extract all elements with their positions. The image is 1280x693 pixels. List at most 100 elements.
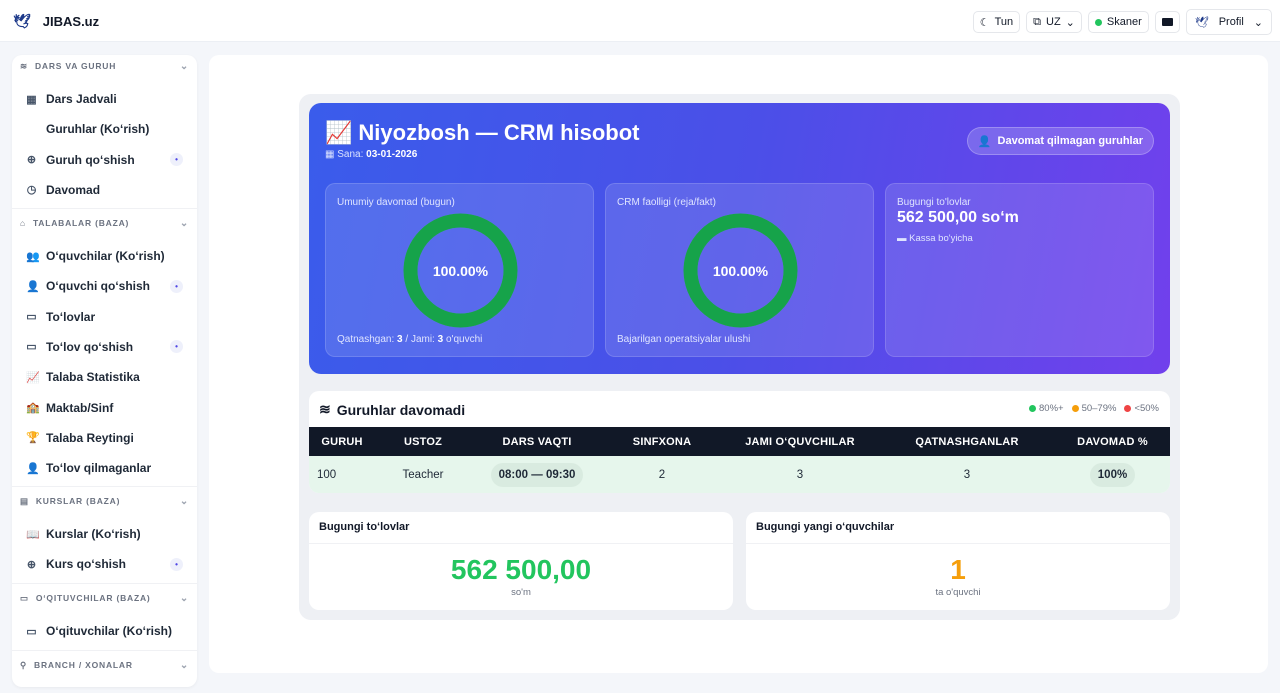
sidebar-item[interactable]: 👤 To‘lov qilmaganlar [26,461,152,476]
calendar-icon: ▦ [325,149,335,160]
chevron-down-icon: ⌄ [179,495,189,507]
scanner-button[interactable]: Skaner [1087,11,1149,33]
section-icon: ⌂ [20,218,26,228]
unattended-groups-button[interactable]: 👤 Davomat qilmagan guruhlar [966,127,1154,155]
sidebar-item[interactable]: 👤 O‘quvchi qo‘shish • [12,273,197,299]
table-cell: 100% [1055,456,1170,493]
table-cell: 100 [309,456,375,493]
sidebar-section-header[interactable]: ▤ KURSLAR (BAZA) ⌄ [20,495,189,507]
chart-line-icon: 📈 [26,371,40,384]
sidebar-item[interactable]: Guruhlar (Ko‘rish) [46,122,150,137]
theme-toggle-button[interactable]: ☾ Tun [972,11,1021,33]
column-header: DAVOMAD % [1055,427,1170,456]
chevron-down-icon: ⌄ [179,592,189,604]
sidebar-section-header[interactable]: ▭ O‘QITUVCHILAR (BAZA) ⌄ [20,592,189,604]
section-title: ≋ Guruhlar davomadi [319,401,466,418]
sidebar: ≋ DARS VA GURUH ⌄ ▦ Dars Jadvali Guruhlar (Ko… [12,55,197,687]
profile-menu[interactable]: 🕊 Profil ⌄ [1185,9,1272,35]
sidebar-item[interactable]: ⊕ Guruh qo‘shish • [12,147,197,173]
bird-avatar-icon: 🕊 [1194,16,1209,29]
bird-logo-icon: 🕊 [13,13,31,29]
cash-button[interactable] [1154,11,1180,33]
add-badge-icon[interactable]: • [170,279,183,293]
column-header: DARS VAQTI [471,427,603,456]
new-students-card: Bugungi yangi o‘quvchilar 1 ta o'quvchi [746,512,1170,610]
table-cell: 3 [879,456,1055,493]
user-x-icon: 👤 [977,135,992,148]
table-cell: 08:00 — 09:30 [471,456,603,493]
page-title: 📈 Niyozbosh — CRM hisobot [325,120,640,145]
column-header: USTOZ [375,427,471,456]
table-row[interactable]: 100 Teacher 08:00 — 09:30 2 3 3 100% [309,456,1170,493]
trophy-icon: 🏆 [26,432,40,445]
status-dot-icon [1094,18,1102,26]
calendar-icon: ▦ [26,93,37,106]
sidebar-divider [12,650,197,651]
table-cell: 2 [603,456,721,493]
sidebar-item[interactable]: ◷ Davomad [26,182,101,197]
add-badge-icon[interactable]: • [170,557,183,571]
sidebar-item[interactable]: 📈 Talaba Statistika [26,370,140,385]
teacher-icon: ▭ [26,625,37,638]
add-badge-icon[interactable]: • [170,340,183,354]
sidebar-section-header[interactable]: ≋ DARS VA GURUH ⌄ [20,60,189,72]
attendance-donut [403,213,518,328]
crm-donut-arc [683,213,798,328]
money-plus-icon: ▭ [26,341,37,354]
attendance-footer: Qatnashgan: 3 / Jami: 3 o'quvchi [337,334,483,345]
crm-activity-kpi-card: CRM faolligi (reja/fakt) 100.00% Bajaril… [605,183,874,357]
column-header: JAMI O‘QUVCHILAR [721,427,879,456]
plus-circle-icon: ⊕ [26,154,37,167]
chart-line-icon: 📈 [325,120,353,145]
hero-report-card: 📈 Niyozbosh — CRM hisobot ▦ Sana: 03-01-2… [309,103,1170,374]
sidebar-item[interactable]: ⊕ Kurs qo‘shish • [12,551,197,577]
layers-icon: ≋ [319,401,331,417]
chevron-down-icon: ⌄ [1253,16,1263,29]
money-icon: ▭ [26,311,37,324]
chevron-down-icon: ⌄ [179,217,189,229]
section-icon: ≋ [20,60,28,71]
legend-item: 50–79% [1071,403,1116,414]
today-payments-card: Bugungi to‘lovlar 562 500,00 so'm [309,512,733,610]
users-icon: 👥 [26,250,40,263]
payments-kpi-card: Bugungi to'lovlar 562 500,00 so‘m ▬ Kass… [885,183,1154,357]
legend: 80%+ 50–79% <50% [1029,403,1159,414]
cash-register-note: ▬ Kassa bo'yicha [897,233,973,244]
translate-icon: ⧉ [1033,15,1041,28]
book-icon: 📖 [26,528,40,541]
groups-attendance-card: ≋ Guruhlar davomadi 80%+ 50–79% <50% GURUH U… [309,391,1170,493]
groups-table: GURUH USTOZ DARS VAQTI SINFXONA JAMI O‘QUVCH… [309,427,1170,493]
user-x-icon: 👤 [26,462,40,475]
sidebar-item[interactable]: 🏫 Maktab/Sinf [26,400,114,415]
sidebar-item[interactable]: 👥 O‘quvchilar (Ko‘rish) [26,249,165,263]
plus-circle-icon: ⊕ [26,558,37,571]
sidebar-divider [12,583,197,584]
table-cell: 3 [721,456,879,493]
clock-icon: ◷ [26,184,37,197]
wallet-icon: ▬ [897,233,907,244]
section-icon: ▭ [20,592,29,603]
report-date: ▦ Sana: 03-01-2026 [325,149,418,160]
sidebar-item[interactable]: ▭ To‘lovlar [26,309,96,324]
sidebar-divider [12,486,197,487]
money-icon [1161,18,1173,26]
legend-item: 80%+ [1029,403,1064,414]
column-header: SINFXONA [603,427,721,456]
sidebar-item[interactable]: ▭ O‘qituvchilar (Ko‘rish) [26,624,173,638]
chevron-down-icon: ⌄ [179,60,189,72]
sidebar-divider [12,208,197,209]
sidebar-item[interactable]: 📖 Kurslar (Ko‘rish) [26,527,141,541]
section-icon: ⚲ [20,659,28,670]
crm-donut [683,213,798,328]
language-select[interactable]: ⧉ UZ ⌄ [1026,11,1082,33]
add-badge-icon[interactable]: • [170,153,183,167]
sidebar-section-header[interactable]: ⚲ BRANCH / XONALAR ⌄ [20,659,189,671]
sidebar-item[interactable]: ▭ To‘lov qo‘shish • [12,334,197,360]
brand-logo[interactable]: 🕊 JIBAS.uz [13,13,100,29]
legend-item: <50% [1124,403,1159,414]
sidebar-item[interactable]: ▦ Dars Jadvali [26,92,117,106]
top-header: 🕊 JIBAS.uz ☾ Tun ⧉ UZ ⌄ Skaner 🕊 Profil ⌄ [0,0,1280,42]
sidebar-section-header[interactable]: ⌂ TALABALAR (BAZA) ⌄ [20,217,189,229]
chevron-down-icon: ⌄ [179,659,189,671]
sidebar-item[interactable]: 🏆 Talaba Reytingi [26,430,134,445]
